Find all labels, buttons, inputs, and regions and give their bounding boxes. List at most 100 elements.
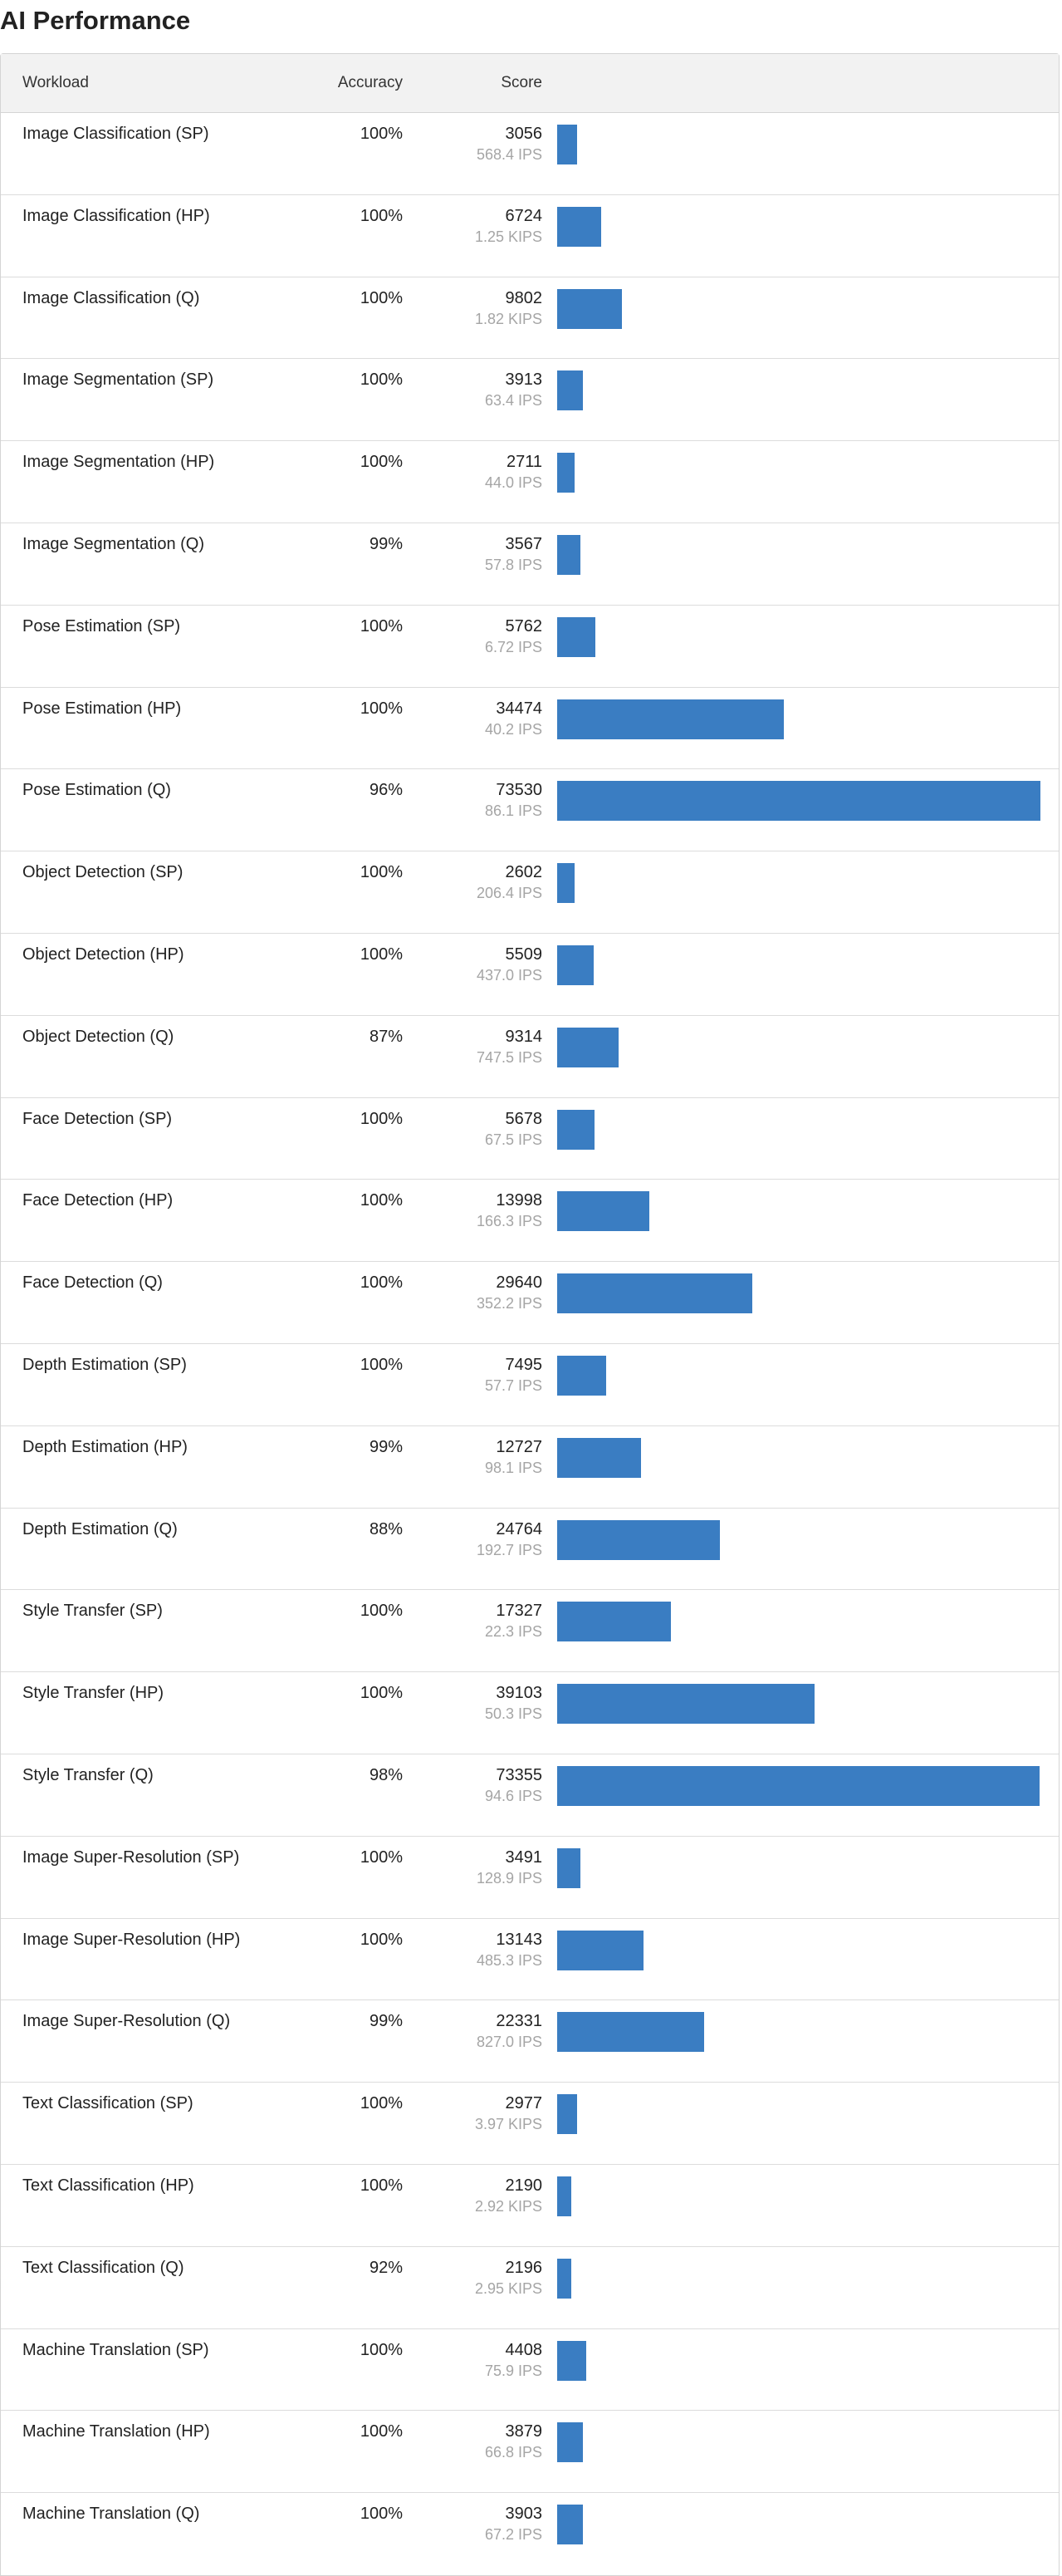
accuracy-value: 96%: [369, 781, 403, 800]
accuracy-value: 100%: [360, 616, 403, 635]
accuracy-value: 88%: [369, 1519, 403, 1538]
accuracy-value: 100%: [360, 1684, 403, 1703]
accuracy-value: 100%: [360, 125, 403, 143]
accuracy-value: 87%: [369, 1027, 403, 1046]
score-value: 2190: [505, 2176, 543, 2195]
score-value: 3879: [505, 2422, 543, 2441]
table-row: Image Classification (Q) 100% 9802 1.82 KIP…: [1, 277, 1059, 360]
score-bar: [557, 125, 577, 164]
table-row: Face Detection (SP) 100% 5678 67.5 IPS: [1, 1098, 1059, 1180]
accuracy-value: 100%: [360, 2176, 403, 2195]
table-row: Text Classification (HP) 100% 2190 2.92 KIP…: [1, 2165, 1059, 2247]
workload-name: Image Classification (HP): [22, 206, 210, 225]
table-row: Text Classification (SP) 100% 2977 3.97 KIP…: [1, 2083, 1059, 2165]
accuracy-value: 100%: [360, 370, 403, 390]
workload-name: Object Detection (HP): [22, 945, 184, 964]
score-value: 5509: [505, 945, 543, 964]
score-bar: [557, 1355, 606, 1396]
throughput-value: 98.1 IPS: [484, 1459, 542, 1476]
score-value: 2196: [505, 2258, 543, 2277]
throughput-value: 1.82 KIPS: [474, 310, 542, 327]
accuracy-value: 100%: [360, 2340, 403, 2359]
table-row: Machine Translation (HP) 100% 3879 66.8 IPS: [1, 2411, 1059, 2494]
table-row: Pose Estimation (Q) 96% 73530 86.1 IPS: [1, 769, 1059, 852]
score-value: 22331: [496, 2012, 542, 2031]
table-row: Face Detection (HP) 100% 13998 166.3 IPS: [1, 1180, 1059, 1263]
accuracy-value: 100%: [360, 1109, 403, 1128]
score-value: 12727: [496, 1437, 542, 1456]
table-row: Text Classification (Q) 92% 2196 2.95 KIPS: [1, 2247, 1059, 2329]
score-bar: [557, 453, 575, 493]
score-bar: [557, 863, 575, 904]
workload-name: Style Transfer (SP): [22, 1602, 163, 1621]
score-bar: [557, 2012, 704, 2053]
accuracy-value: 99%: [369, 1437, 403, 1456]
throughput-value: 2.92 KIPS: [474, 2197, 542, 2215]
workload-name: Image Segmentation (HP): [22, 453, 215, 472]
throughput-value: 22.3 IPS: [484, 1623, 542, 1641]
throughput-value: 166.3 IPS: [476, 1213, 542, 1230]
accuracy-value: 99%: [369, 534, 403, 553]
score-value: 34474: [496, 699, 542, 718]
score-bar: [557, 2176, 571, 2216]
score-bar: [557, 2422, 583, 2463]
workload-name: Image Segmentation (Q): [22, 534, 204, 553]
score-value: 2602: [505, 863, 543, 882]
table-row: Style Transfer (Q) 98% 73355 94.6 IPS: [1, 1754, 1059, 1837]
throughput-value: 192.7 IPS: [476, 1541, 542, 1558]
score-bar: [557, 781, 1040, 822]
throughput-value: 44.0 IPS: [484, 474, 542, 492]
accuracy-value: 100%: [360, 699, 403, 718]
throughput-value: 206.4 IPS: [476, 885, 542, 902]
score-value: 39103: [496, 1684, 542, 1703]
workload-name: Depth Estimation (SP): [22, 1355, 187, 1374]
table-row: Machine Translation (Q) 100% 3903 67.2 IPS: [1, 2493, 1059, 2575]
score-value: 17327: [496, 1602, 542, 1621]
throughput-value: 6.72 IPS: [484, 638, 542, 655]
score-value: 29640: [496, 1273, 542, 1293]
throughput-value: 747.5 IPS: [476, 1048, 542, 1066]
throughput-value: 3.97 KIPS: [474, 2116, 542, 2133]
throughput-value: 50.3 IPS: [484, 1705, 542, 1723]
workload-name: Text Classification (HP): [22, 2176, 194, 2195]
table-row: Image Classification (HP) 100% 6724 1.25 KI…: [1, 195, 1059, 277]
score-value: 3056: [505, 125, 543, 143]
throughput-value: 40.2 IPS: [484, 720, 542, 738]
throughput-value: 568.4 IPS: [476, 146, 542, 163]
score-value: 73355: [496, 1765, 542, 1784]
workload-name: Image Classification (Q): [22, 288, 200, 307]
workload-name: Style Transfer (HP): [22, 1684, 164, 1703]
workload-name: Machine Translation (SP): [22, 2340, 209, 2359]
score-bar: [557, 1765, 1040, 1806]
workload-name: Image Segmentation (SP): [22, 370, 214, 390]
accuracy-value: 100%: [360, 2505, 403, 2524]
workload-name: Image Classification (SP): [22, 125, 209, 143]
throughput-value: 485.3 IPS: [476, 1951, 542, 1969]
table-row: Image Super-Resolution (HP) 100% 13143 485.…: [1, 1919, 1059, 2001]
score-bar: [557, 370, 583, 411]
table-row: Image Super-Resolution (SP) 100% 3491 128.9…: [1, 1837, 1059, 1919]
table-body: Image Classification (SP) 100% 3056 568.4 I…: [1, 113, 1059, 2575]
score-bar: [557, 534, 580, 575]
table-row: Image Segmentation (SP) 100% 3913 63.4 IPS: [1, 359, 1059, 442]
throughput-value: 63.4 IPS: [484, 392, 542, 410]
accuracy-value: 100%: [360, 1355, 403, 1374]
workload-name: Machine Translation (HP): [22, 2422, 210, 2441]
throughput-value: 1.25 KIPS: [474, 228, 542, 245]
throughput-value: 352.2 IPS: [476, 1295, 542, 1313]
workload-name: Depth Estimation (HP): [22, 1437, 188, 1456]
score-value: 9802: [505, 288, 543, 307]
column-header-workload: Workload: [22, 74, 89, 91]
score-value: 4408: [505, 2340, 543, 2359]
throughput-value: 128.9 IPS: [476, 1869, 542, 1887]
accuracy-value: 100%: [360, 453, 403, 472]
table-row: Pose Estimation (SP) 100% 5762 6.72 IPS: [1, 606, 1059, 688]
score-bar: [557, 2505, 583, 2545]
workload-name: Image Super-Resolution (SP): [22, 1847, 240, 1867]
table-row: Style Transfer (SP) 100% 17327 22.3 IPS: [1, 1590, 1059, 1673]
score-value: 13998: [496, 1191, 542, 1210]
throughput-value: 94.6 IPS: [484, 1787, 542, 1804]
throughput-value: 67.2 IPS: [484, 2526, 542, 2544]
table-row: Object Detection (SP) 100% 2602 206.4 IPS: [1, 851, 1059, 934]
score-bar: [557, 1273, 752, 1314]
